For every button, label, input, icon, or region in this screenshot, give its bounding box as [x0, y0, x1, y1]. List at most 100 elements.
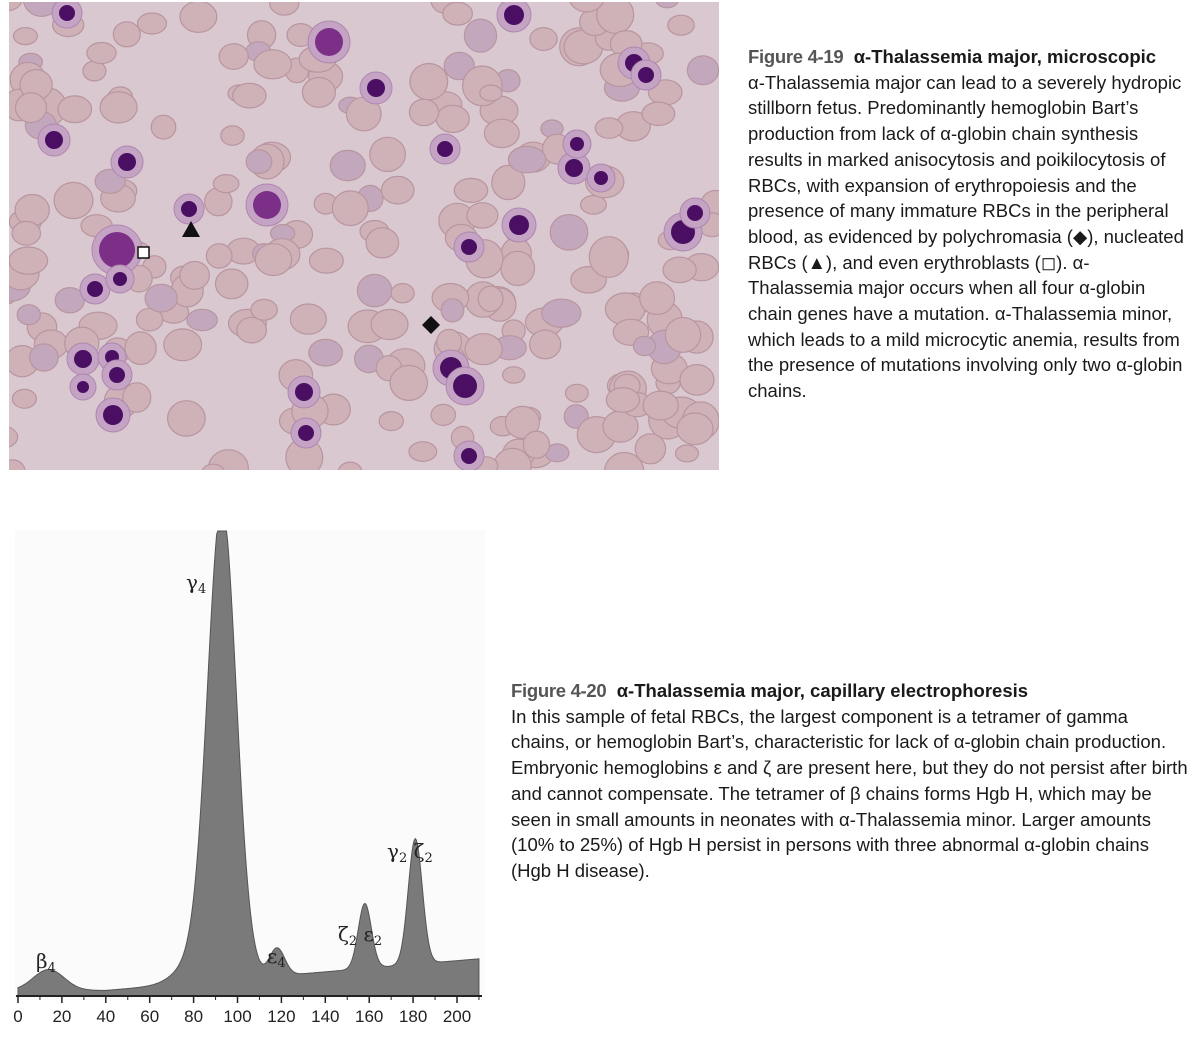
red-blood-cell: [642, 390, 679, 421]
red-blood-cell: [390, 283, 415, 304]
nucleated-rbc-triangle-marker: [182, 221, 200, 237]
red-blood-cell: [250, 298, 278, 321]
cell-nucleus: [315, 28, 343, 56]
figure-body: α-Thalassemia major can lead to a severe…: [748, 71, 1184, 402]
red-blood-cell: [641, 101, 676, 127]
red-blood-cell: [491, 164, 526, 201]
red-blood-cell: [86, 41, 117, 65]
red-blood-cell: [218, 43, 249, 70]
red-blood-cell: [463, 18, 498, 53]
red-blood-cell: [214, 268, 249, 300]
cell-nucleus: [638, 67, 654, 83]
red-blood-cell: [674, 444, 700, 463]
cell-nucleus: [253, 191, 281, 219]
figure-title: α-Thalassemia major, microscopic: [853, 46, 1157, 67]
red-blood-cell: [11, 220, 42, 246]
cell-nucleus: [453, 374, 477, 398]
red-blood-cell: [435, 104, 470, 134]
red-blood-cell: [124, 331, 157, 366]
red-blood-cell: [11, 388, 37, 409]
red-blood-cell: [453, 177, 489, 203]
cell-nucleus: [113, 272, 127, 286]
red-blood-cell: [522, 430, 551, 459]
cell-nucleus: [103, 405, 123, 425]
x-tick-label: 60: [140, 1007, 159, 1026]
cell-nucleus: [570, 137, 584, 151]
peak-label-gamma2-zeta2: γ2 ζ2: [387, 839, 433, 866]
red-blood-cell: [686, 55, 719, 86]
red-blood-cell: [122, 382, 152, 413]
red-blood-cell: [9, 2, 23, 12]
red-blood-cell: [329, 149, 366, 182]
cell-nucleus: [59, 5, 75, 21]
cell-nucleus: [181, 201, 197, 217]
red-blood-cell: [205, 243, 233, 269]
cell-nucleus: [45, 131, 63, 149]
electrophoresis-chart: 0 20 40 60 80 100 120 140 160 180 200 β4 γ4 ε4 ζ2 ε2 γ…: [0, 500, 500, 1040]
red-blood-cell: [569, 2, 604, 13]
red-blood-cell: [166, 400, 206, 437]
x-tick-label: 0: [13, 1007, 22, 1026]
peak-label-zeta2-epsilon2: ζ2 ε2: [338, 922, 382, 949]
red-blood-cell: [112, 21, 141, 48]
red-blood-cell: [632, 335, 657, 357]
red-blood-cell: [212, 174, 240, 194]
peak-label-gamma4: γ4: [186, 570, 206, 597]
red-blood-cell: [245, 149, 273, 175]
figure-4-19-caption: Figure 4-19 α-Thalassemia major, microsc…: [748, 44, 1194, 404]
cell-nucleus: [295, 383, 313, 401]
red-blood-cell: [57, 95, 93, 124]
red-blood-cell: [14, 92, 48, 124]
red-blood-cell: [442, 2, 473, 26]
cell-nucleus: [298, 425, 314, 441]
red-blood-cell: [541, 298, 582, 328]
red-blood-cell: [150, 114, 177, 140]
red-blood-cell: [502, 366, 526, 384]
red-blood-cell: [338, 461, 363, 470]
red-blood-cell: [370, 308, 409, 341]
red-blood-cell: [9, 246, 49, 275]
red-blood-cell: [12, 26, 38, 46]
red-blood-cell: [466, 202, 499, 229]
red-blood-cell: [579, 194, 607, 215]
red-blood-cell: [144, 283, 178, 313]
figure-number: Figure 4-20: [511, 680, 607, 701]
red-blood-cell: [408, 441, 438, 463]
red-blood-cell: [369, 136, 407, 173]
red-blood-cell: [679, 364, 715, 396]
red-blood-cell: [594, 117, 624, 139]
red-blood-cell: [430, 403, 457, 426]
x-tick-label: 80: [184, 1007, 203, 1026]
red-blood-cell: [664, 316, 702, 353]
cell-nucleus: [437, 141, 453, 157]
red-blood-cell: [53, 181, 94, 220]
red-blood-cell: [236, 316, 268, 344]
red-blood-cell: [22, 2, 61, 17]
cell-nucleus: [77, 381, 89, 393]
red-blood-cell: [163, 328, 203, 362]
x-tick-label: 40: [96, 1007, 115, 1026]
peak-label-beta4: β4: [36, 949, 56, 976]
red-blood-cell: [289, 303, 327, 335]
x-tick-label: 180: [399, 1007, 427, 1026]
cell-nucleus: [109, 367, 125, 383]
electrophoresis-area: [17, 530, 480, 997]
red-blood-cell: [254, 243, 293, 277]
red-blood-cell: [634, 433, 667, 465]
red-blood-cell: [9, 459, 26, 470]
cell-nucleus: [504, 5, 524, 25]
cell-nucleus: [99, 232, 135, 268]
red-blood-cell: [378, 411, 404, 432]
red-blood-cell: [464, 333, 503, 366]
polychromasia-diamond-marker: [422, 316, 440, 334]
red-blood-cell: [365, 227, 400, 259]
red-blood-cell: [500, 250, 536, 287]
red-blood-cell: [331, 190, 369, 227]
cell-nucleus: [687, 205, 703, 221]
red-blood-cell: [220, 125, 245, 146]
cell-nucleus: [118, 153, 136, 171]
cell-nucleus: [461, 448, 477, 464]
red-blood-cell: [483, 118, 520, 149]
red-blood-cell: [29, 343, 59, 372]
cell-nucleus: [461, 239, 477, 255]
